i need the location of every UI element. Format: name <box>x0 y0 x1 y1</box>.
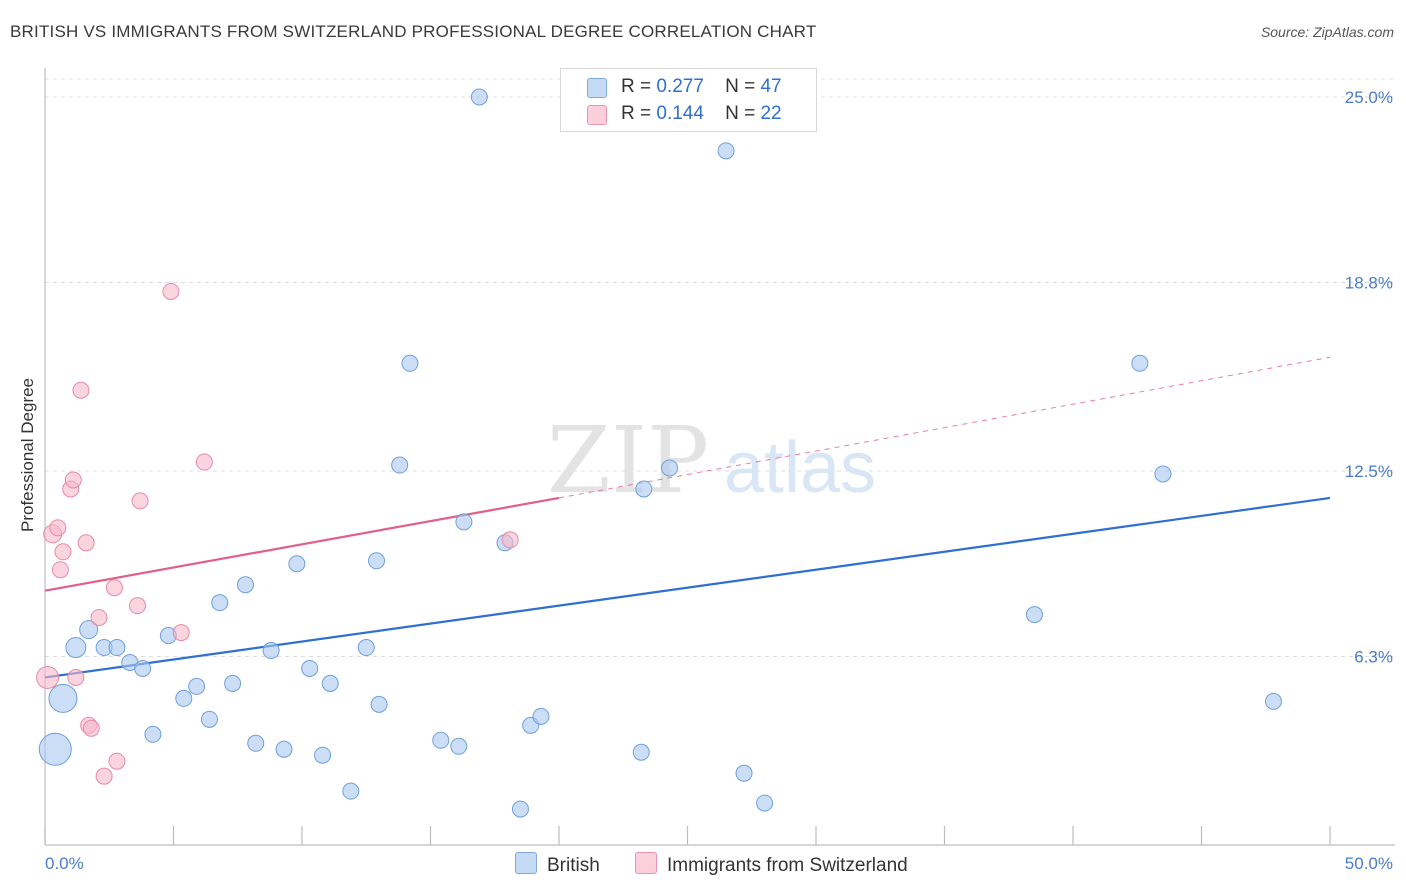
point-british <box>134 659 152 677</box>
trend-lines <box>44 356 1331 679</box>
data-points <box>36 88 1282 818</box>
legend-r-value: 0.144 <box>656 103 704 124</box>
point-british <box>401 354 419 372</box>
point-british <box>275 740 293 758</box>
point-british <box>144 725 162 743</box>
point-british <box>224 674 242 692</box>
legend-n-label: N = <box>725 76 756 97</box>
point-british <box>470 88 488 106</box>
point-british <box>108 639 126 657</box>
gridlines <box>45 78 1395 658</box>
point-british <box>175 689 193 707</box>
point-british <box>1025 606 1043 624</box>
point-british <box>321 674 339 692</box>
point-british <box>717 142 735 160</box>
point-switzerland <box>90 609 108 627</box>
x-tick-label: 0.0% <box>45 854 84 873</box>
x-tick-label: 50.0% <box>1345 854 1393 873</box>
point-switzerland <box>131 492 149 510</box>
trend-line-british <box>44 496 1331 679</box>
point-british <box>357 639 375 657</box>
point-switzerland <box>67 668 85 686</box>
point-british <box>1154 465 1172 483</box>
tick-labels: 6.3% 12.5% 18.8% 25.0% 0.0% 50.0% <box>45 88 1393 873</box>
point-switzerland <box>95 767 113 785</box>
point-british <box>236 576 254 594</box>
y-tick-label: 12.5% <box>1345 462 1393 481</box>
point-british <box>247 734 265 752</box>
point-british <box>455 513 473 531</box>
point-british <box>756 794 774 812</box>
bottom-legend-swatch-british <box>515 852 537 874</box>
bottom-legend-label-british: British <box>547 855 600 876</box>
point-british <box>1264 692 1282 710</box>
point-british <box>661 459 679 477</box>
trend-line-extrapolated <box>558 356 1331 499</box>
point-british <box>262 642 280 660</box>
legend-swatch-switzerland <box>587 105 607 125</box>
point-switzerland <box>172 624 190 642</box>
point-british <box>432 731 450 749</box>
point-british <box>314 746 332 764</box>
point-british <box>48 683 78 713</box>
point-switzerland <box>105 579 123 597</box>
point-switzerland <box>195 453 213 471</box>
point-british <box>511 800 529 818</box>
point-switzerland <box>72 381 90 399</box>
point-british <box>735 764 753 782</box>
point-british <box>38 732 72 766</box>
point-british <box>342 782 360 800</box>
point-switzerland <box>77 534 95 552</box>
point-switzerland <box>49 519 67 537</box>
point-switzerland <box>51 561 69 579</box>
point-switzerland <box>501 531 519 549</box>
point-british <box>288 555 306 573</box>
bottom-legend-swatch-switzerland <box>635 852 657 874</box>
point-british <box>188 677 206 695</box>
legend-n-value: 47 <box>760 76 782 97</box>
point-switzerland <box>129 597 147 615</box>
point-switzerland <box>64 471 82 489</box>
point-british <box>79 620 99 640</box>
legend-n-label: N = <box>725 103 756 124</box>
legend-n-value: 22 <box>760 103 782 124</box>
y-tick-label: 6.3% <box>1354 648 1393 667</box>
point-switzerland <box>82 719 100 737</box>
point-british <box>211 594 229 612</box>
point-british <box>391 456 409 474</box>
bottom-legend-label-switzerland: Immigrants from Switzerland <box>667 855 908 876</box>
point-british <box>301 659 319 677</box>
source-label: Source: ZipAtlas.com <box>1260 24 1394 40</box>
point-british <box>450 737 468 755</box>
watermark-zip: ZIP <box>547 407 709 514</box>
point-switzerland <box>162 282 180 300</box>
bottom-legend-british: British <box>515 852 600 877</box>
legend-r-label: R = <box>621 103 652 124</box>
point-british <box>635 480 653 498</box>
watermark-atlas: atlas <box>724 428 876 508</box>
bottom-legend-switzerland: Immigrants from Switzerland <box>635 852 908 877</box>
legend-r-label: R = <box>621 76 652 97</box>
point-british <box>532 707 550 725</box>
legend-r-value: 0.277 <box>656 76 704 97</box>
point-switzerland <box>108 752 126 770</box>
watermark: ZIP atlas <box>547 407 876 514</box>
point-british <box>65 637 87 659</box>
trend-line-switzerland <box>44 496 560 592</box>
point-switzerland <box>36 665 60 689</box>
axes <box>44 68 1395 846</box>
point-switzerland <box>54 543 72 561</box>
chart-title: BRITISH VS IMMIGRANTS FROM SWITZERLAND P… <box>10 22 817 41</box>
y-tick-label: 25.0% <box>1345 88 1393 107</box>
correlation-legend: R = 0.277 N = 47 R = 0.144 N = 22 <box>560 68 817 132</box>
point-british <box>200 710 218 728</box>
point-british <box>1131 354 1149 372</box>
point-british <box>370 695 388 713</box>
point-british <box>632 743 650 761</box>
point-british <box>368 552 386 570</box>
legend-swatch-british <box>587 78 607 98</box>
y-tick-label: 18.8% <box>1345 274 1393 293</box>
